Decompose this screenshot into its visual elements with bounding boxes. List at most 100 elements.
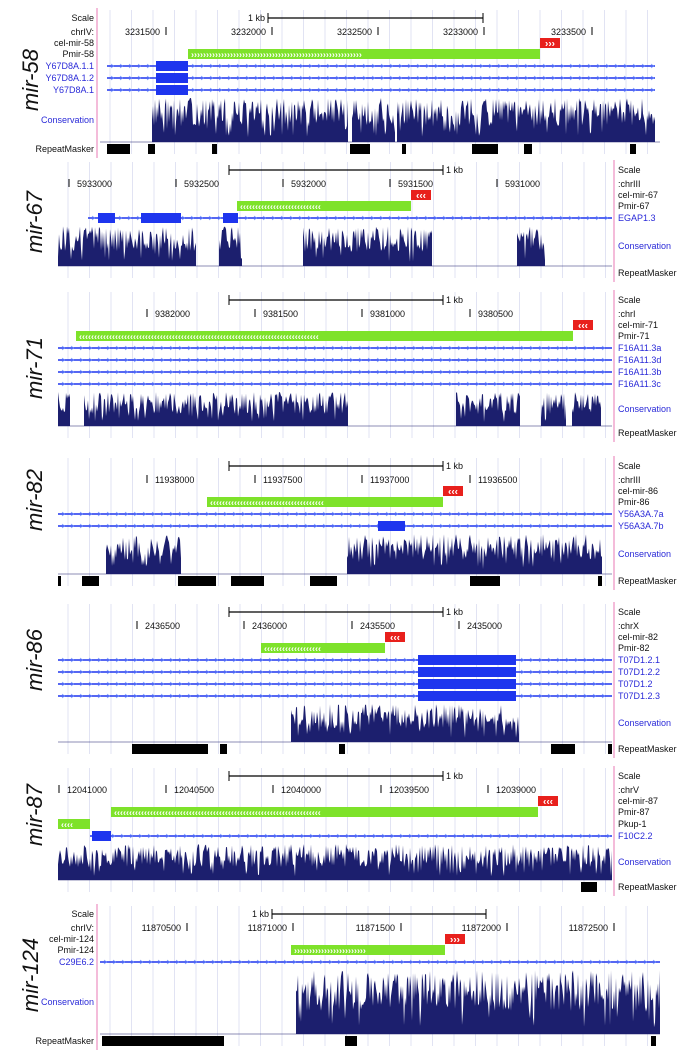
repeatmasker-track [58,576,602,586]
track-label: Pmir-87 [618,807,650,817]
gene-model [58,357,612,363]
svg-text:››››››››››››››››››››››››››››››: ››››››››››››››››››››››››››››››››››››››››… [191,49,362,59]
cel-mir-feature: ‹‹‹ [538,796,558,808]
repeatmasker-track [581,882,597,892]
panel-name-label: mir-87 [22,783,47,846]
gene-model [58,679,612,689]
gene-label: T07D1.2 [618,679,653,689]
repeatmasker-track [132,744,612,754]
panel-name-label: mir-58 [18,48,43,111]
coord-tick-label: 3232000 [231,27,266,37]
coord-tick-label: 5932500 [184,179,219,189]
coord-tick-label: 11936500 [478,475,517,485]
conservation-track [58,844,612,881]
coord-tick-label: 5933000 [77,179,112,189]
coord-tick-label: 3232500 [337,27,372,37]
scale-bar [271,909,487,919]
svg-text:‹‹‹‹‹‹‹‹‹‹‹‹‹‹‹‹‹‹‹‹‹‹‹‹‹‹‹‹‹‹: ‹‹‹‹‹‹‹‹‹‹‹‹‹‹‹‹‹‹‹‹‹‹‹‹‹‹‹‹‹‹‹‹‹‹‹‹‹‹‹‹… [79,331,319,341]
scale-bar [267,13,484,23]
track-label: Pmir-82 [618,643,650,653]
coord-tick-label: 5931500 [398,179,433,189]
coord-tick-label: 12040000 [281,785,321,795]
conservation-track [58,392,612,427]
coord-tick-label: 11937500 [263,475,302,485]
conservation-track [58,534,612,575]
panel-name-label: mir-86 [22,628,47,691]
pmir-promoter-feature: ‹‹‹‹‹‹‹‹‹‹‹‹‹‹‹‹‹‹‹‹‹‹‹‹‹‹‹ [237,201,411,211]
svg-text:‹‹‹‹‹‹‹‹‹‹‹‹‹‹‹‹‹‹‹‹‹‹‹‹‹‹‹: ‹‹‹‹‹‹‹‹‹‹‹‹‹‹‹‹‹‹‹‹‹‹‹‹‹‹‹ [240,201,321,211]
gene-model [107,73,655,83]
coord-tick-label: 11938000 [155,475,194,485]
pmir-promoter-feature: ‹‹‹‹‹‹‹‹‹‹‹‹‹‹‹‹‹‹‹‹‹‹‹‹‹‹‹‹‹‹‹‹‹‹‹‹‹‹‹‹… [76,331,573,341]
track-label: Scale [618,461,641,471]
scale-bar-label: 1 kb [446,607,463,617]
gene-model [58,369,612,375]
gene-label: F10C2.2 [618,831,653,841]
repeatmasker-label: RepeatMasker [618,576,677,586]
pmir-promoter-feature: ‹‹‹‹‹‹‹‹‹‹‹‹‹‹‹‹‹‹‹‹‹‹‹‹‹‹‹‹‹‹‹‹‹‹‹‹‹‹‹‹… [111,807,538,817]
track-label: Scale [71,909,94,919]
gene-model [88,213,612,223]
conservation-label: Conservation [618,549,671,559]
conservation-track [100,970,660,1035]
coord-tick-label: 11871500 [356,923,395,933]
coord-tick-label: 9381000 [370,309,405,319]
track-label: cel-mir-87 [618,796,658,806]
track-label: cel-mir-58 [54,38,94,48]
pmir-promoter-feature: ›››››››››››››››››››››››› [291,945,445,955]
gene-label: T07D1.2.1 [618,655,660,665]
svg-text:‹‹‹: ‹‹‹ [448,487,458,498]
track-label: Scale [71,13,94,23]
gene-label: T07D1.2.3 [618,691,660,701]
svg-text:‹‹‹: ‹‹‹ [416,191,426,202]
track-label: Pmir-86 [618,497,650,507]
gene-model [58,521,612,531]
svg-text:‹‹‹‹‹‹‹‹‹‹‹‹‹‹‹‹‹‹‹‹‹‹‹‹‹‹‹‹‹‹: ‹‹‹‹‹‹‹‹‹‹‹‹‹‹‹‹‹‹‹‹‹‹‹‹‹‹‹‹‹‹‹‹‹‹‹‹‹‹‹‹… [114,807,321,817]
conservation-label: Conservation [41,997,94,1007]
pkup-feature: ‹‹‹‹ [58,819,90,829]
track-label: Scale [618,165,641,175]
cel-mir-feature: ‹‹‹ [573,320,593,332]
svg-text:‹‹‹‹‹‹‹‹‹‹‹‹‹‹‹‹‹‹‹‹‹‹‹‹‹‹‹‹‹‹: ‹‹‹‹‹‹‹‹‹‹‹‹‹‹‹‹‹‹‹‹‹‹‹‹‹‹‹‹‹‹‹‹‹‹‹‹‹‹ [210,497,324,507]
scale-bar-label: 1 kb [248,13,265,23]
track-label: :chrIII [618,179,641,189]
gene-label: Y56A3A.7b [618,521,664,531]
pmir-promoter-feature: ‹‹‹‹‹‹‹‹‹‹‹‹‹‹‹‹‹‹‹ [261,643,385,653]
cel-mir-feature: ‹‹‹ [385,632,405,644]
gene-label: T07D1.2.2 [618,667,660,677]
gene-label: EGAP1.3 [618,213,656,223]
pmir-promoter-feature: ‹‹‹‹‹‹‹‹‹‹‹‹‹‹‹‹‹‹‹‹‹‹‹‹‹‹‹‹‹‹‹‹‹‹‹‹‹‹ [207,497,443,507]
conservation-track [58,226,612,267]
repeatmasker-track [107,144,636,154]
gene-model [58,667,612,677]
gene-model [90,831,612,841]
repeatmasker-label: RepeatMasker [618,882,677,892]
scale-bar-label: 1 kb [446,295,463,305]
track-label: Pmir-67 [618,201,650,211]
panel-name-label: mir-82 [22,469,47,531]
gene-model [107,61,655,71]
repeatmasker-label: RepeatMasker [618,268,677,278]
gene-label: Y67D8A.1.1 [45,61,94,71]
svg-text:›››: ››› [450,935,460,946]
scale-bar [228,295,444,305]
gene-model [58,345,612,351]
svg-text:‹‹‹‹‹‹‹‹‹‹‹‹‹‹‹‹‹‹‹: ‹‹‹‹‹‹‹‹‹‹‹‹‹‹‹‹‹‹‹ [264,643,321,653]
scale-bar-label: 1 kb [446,461,463,471]
svg-text:‹‹‹: ‹‹‹ [543,797,553,808]
track-label: Scale [618,771,641,781]
cel-mir-feature: ››› [540,38,560,50]
coord-tick-label: 3233500 [551,27,586,37]
coord-tick-label: 3233000 [443,27,478,37]
svg-text:‹‹‹: ‹‹‹ [578,321,588,332]
track-label: cel-mir-67 [618,190,658,200]
scale-bar-label: 1 kb [252,909,269,919]
track-label: Scale [618,607,641,617]
gene-model [100,959,660,965]
